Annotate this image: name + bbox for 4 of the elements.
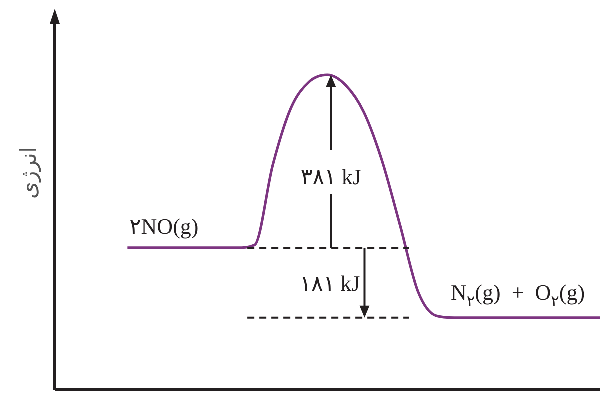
annotation: ۲NO(g) [129,214,199,239]
y-axis-title: انرژی [16,146,42,200]
annotation: ۱۸۱ kJ [300,270,361,296]
annotation: ۳۸۱ kJ [300,164,362,190]
